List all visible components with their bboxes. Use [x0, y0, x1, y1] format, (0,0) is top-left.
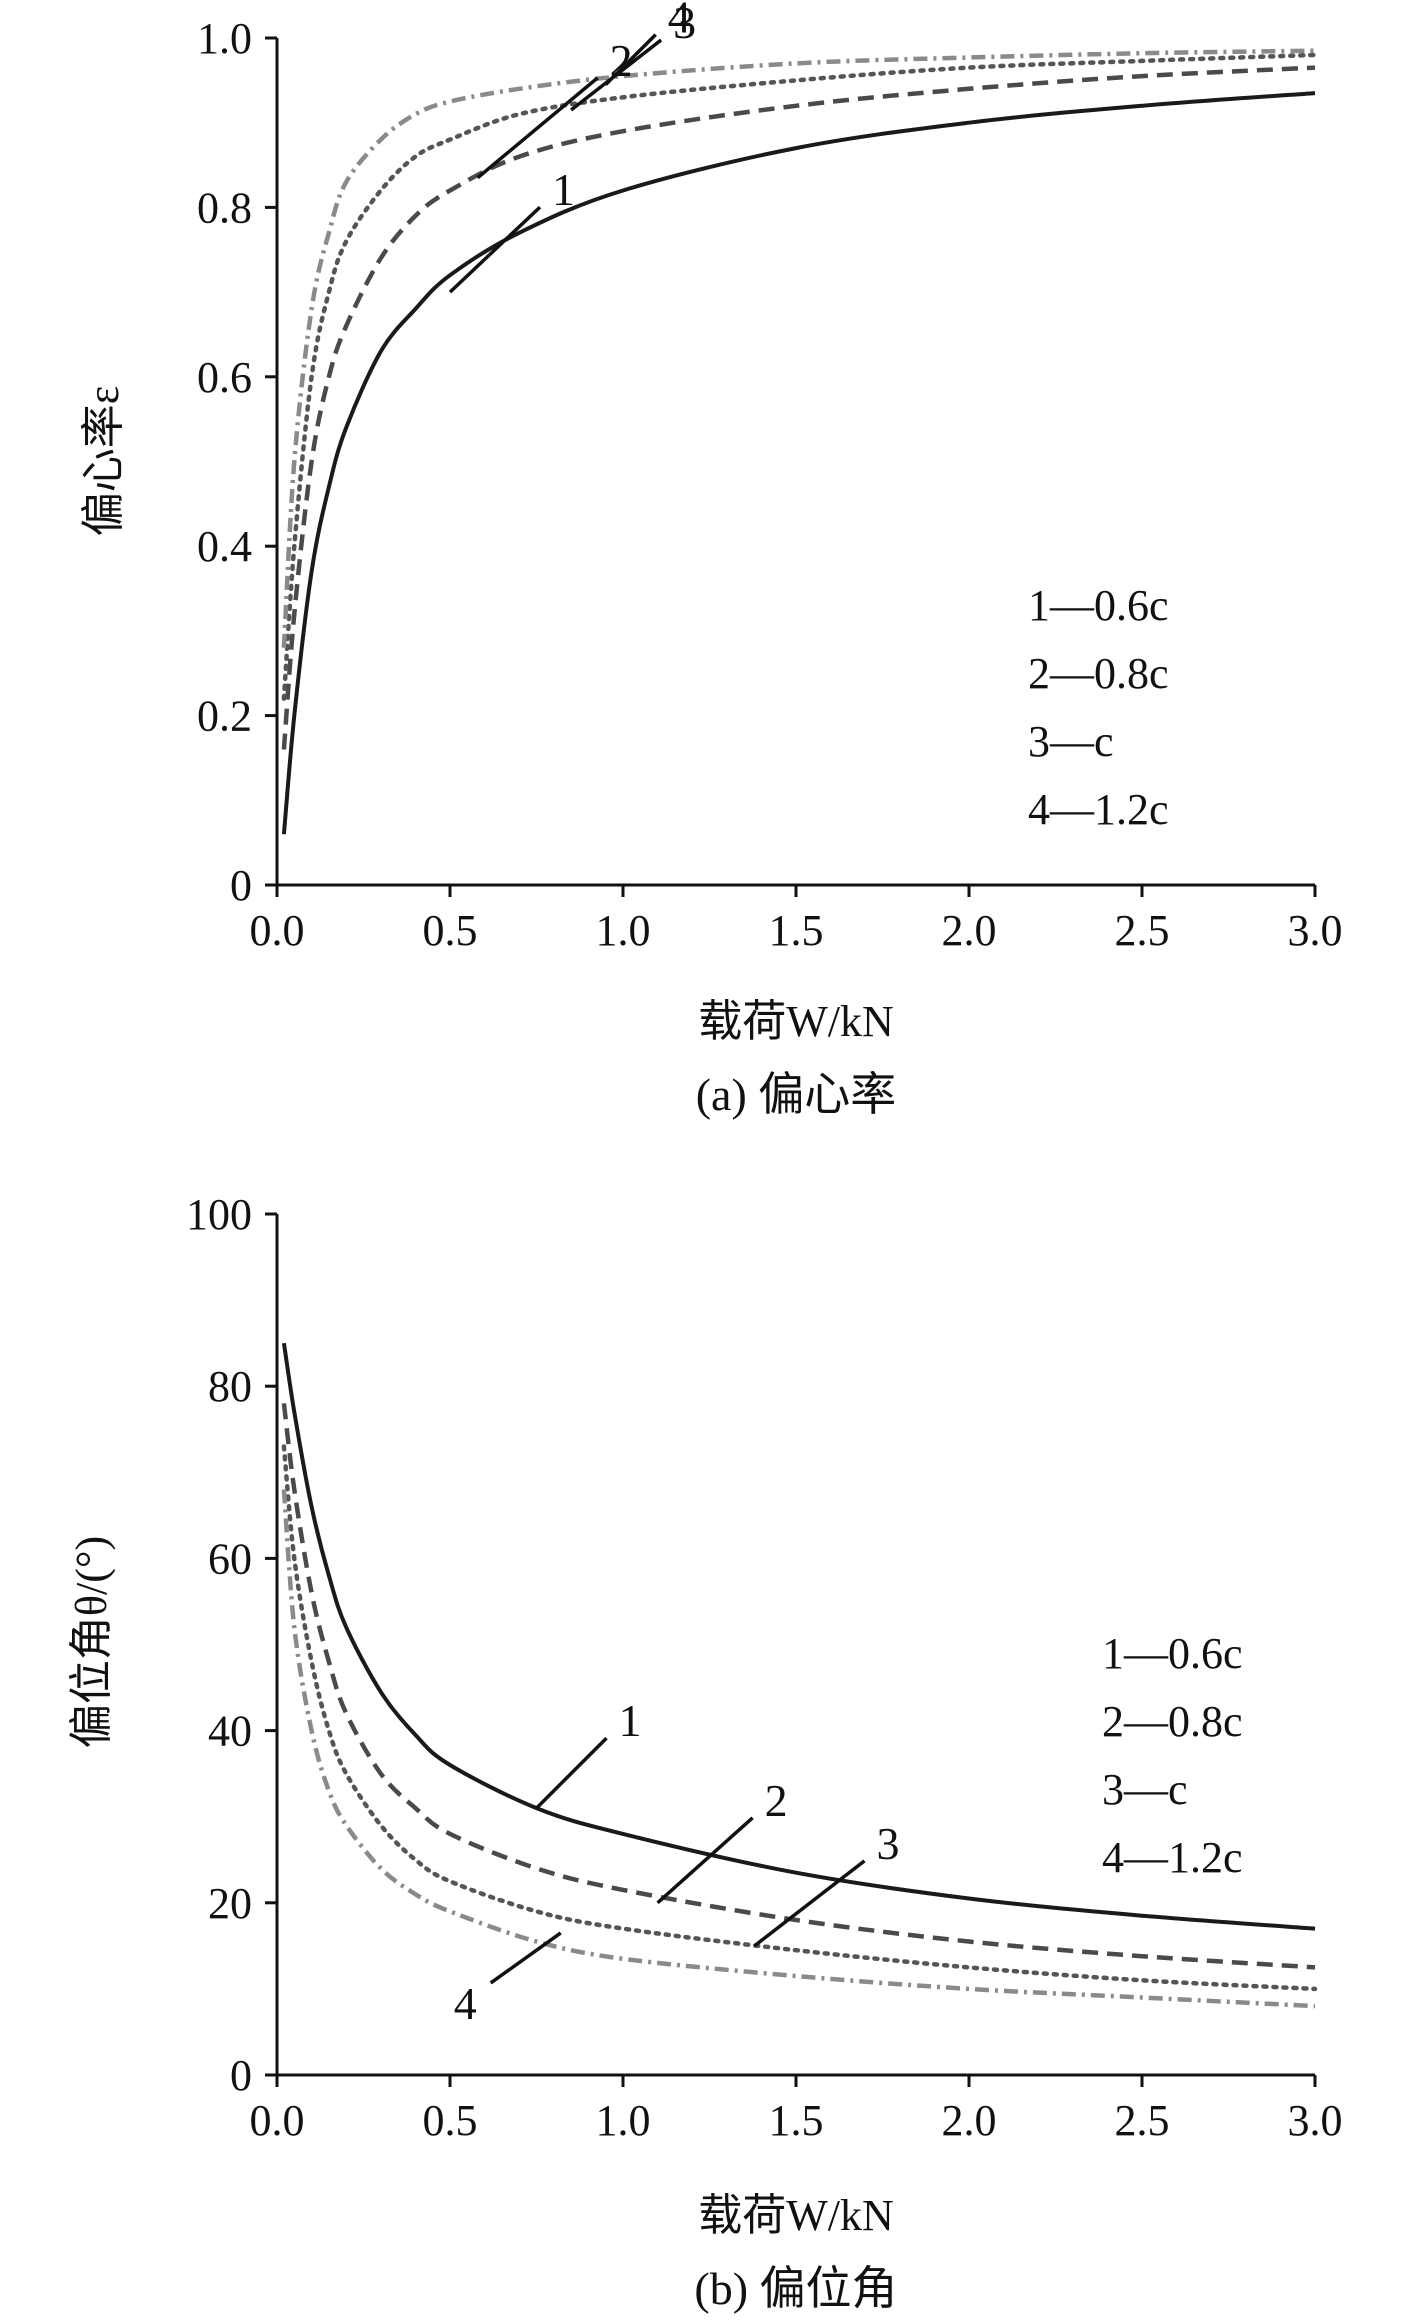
callout-line-b-2: [656, 1816, 754, 1905]
callout-line-b-4: [489, 1931, 562, 1985]
ticks-layer-a: 0.0 0.5 1.0 1.5 2.0 2.5 3.0 0 0.2 0.4 0.6 0.8 1.0: [197, 14, 1343, 955]
legend-entry-b-1: 1—0.6c: [1102, 1629, 1243, 1678]
legend-entry-a-4: 4—1.2c: [1028, 785, 1169, 834]
x-axis-label-b: 载荷W/kN: [698, 2191, 894, 2240]
y-tick-label-a-0: 0: [230, 861, 252, 910]
x-axis-label-a: 载荷W/kN: [698, 997, 894, 1046]
x-tick-label-a-6: 3.0: [1288, 906, 1343, 955]
legend-entry-a-2: 2—0.8c: [1028, 649, 1169, 698]
series-line-b-1: [281, 1342, 1316, 1931]
callout-line-a-4: [604, 33, 657, 86]
callout-label-b-1: 1: [619, 1695, 642, 1746]
series-line-b-3: [281, 1444, 1318, 1992]
series-line-a-3: [281, 52, 1318, 701]
y-tick-label-a-1: 0.2: [197, 692, 252, 741]
y-axis-label-b: 偏位角θ/(°): [67, 1536, 116, 1748]
x-tick-label-a-1: 0.5: [423, 906, 478, 955]
legend-entry-a-1: 1—0.6c: [1028, 581, 1169, 630]
callout-line-a-2: [476, 76, 599, 180]
chart-panel-b: 0.0 0.5 1.0 1.5 2.0 2.5 3.0 0 20 40 60 80 100 1 2 3 4 载…: [67, 1190, 1343, 2314]
callout-label-b-3: 3: [876, 1818, 899, 1869]
x-tick-label-b-4: 2.0: [942, 2096, 997, 2145]
y-tick-label-b-0: 0: [230, 2051, 252, 2100]
x-tick-label-a-3: 1.5: [769, 906, 824, 955]
caption-a: (a) 偏心率: [696, 1069, 897, 1120]
legend-entry-a-3: 3—c: [1028, 717, 1114, 766]
y-tick-label-a-4: 0.8: [197, 183, 252, 232]
y-tick-label-b-4: 80: [208, 1362, 252, 1411]
x-tick-label-a-2: 1.0: [596, 906, 651, 955]
y-tick-label-b-3: 60: [208, 1534, 252, 1583]
callout-line-a-1: [448, 205, 542, 294]
x-tick-label-b-2: 1.0: [596, 2096, 651, 2145]
x-tick-label-b-3: 1.5: [769, 2096, 824, 2145]
callout-label-a-1: 1: [552, 164, 575, 215]
y-tick-label-a-3: 0.6: [197, 353, 252, 402]
x-tick-label-a-4: 2.0: [942, 906, 997, 955]
callout-label-b-4: 4: [454, 1978, 477, 2029]
x-tick-label-b-5: 2.5: [1115, 2096, 1170, 2145]
series-layer-b: [281, 1342, 1318, 2009]
legend-entry-b-2: 2—0.8c: [1102, 1697, 1243, 1746]
callout-line-b-3: [753, 1859, 866, 1948]
series-line-b-4: [281, 1489, 1316, 2009]
y-axis-label-a: 偏心率ε: [79, 386, 128, 536]
legend-entry-b-3: 3—c: [1102, 1765, 1188, 1814]
y-tick-label-b-5: 100: [186, 1190, 252, 1239]
y-tick-label-a-5: 1.0: [197, 14, 252, 63]
y-tick-label-b-1: 20: [208, 1879, 252, 1928]
x-tick-label-b-1: 0.5: [423, 2096, 478, 2145]
callout-line-b-1: [535, 1736, 608, 1810]
callout-label-a-4: 4: [668, 0, 691, 43]
x-tick-label-b-0: 0.0: [250, 2096, 305, 2145]
x-tick-label-a-5: 2.5: [1115, 906, 1170, 955]
callout-label-a-3: 3: [673, 0, 696, 48]
y-tick-label-b-2: 40: [208, 1707, 252, 1756]
x-tick-label-a-0: 0.0: [250, 906, 305, 955]
ticks-layer-b: 0.0 0.5 1.0 1.5 2.0 2.5 3.0 0 20 40 60 80 100: [186, 1190, 1343, 2145]
series-layer-a: [281, 48, 1318, 835]
series-line-a-1: [281, 91, 1316, 835]
callout-label-b-2: 2: [765, 1775, 788, 1826]
y-tick-label-a-2: 0.4: [197, 522, 252, 571]
x-tick-label-b-6: 3.0: [1288, 2096, 1343, 2145]
callout-layer-b: 1 2 3 4: [454, 1695, 900, 2029]
series-line-b-2: [281, 1403, 1316, 1970]
caption-b: (b) 偏位角: [694, 2263, 897, 2314]
series-line-a-2: [281, 65, 1316, 750]
series-line-a-4: [281, 48, 1316, 648]
chart-panel-a: 0.0 0.5 1.0 1.5 2.0 2.5 3.000.20.40.60.81.0 12…: [79, 0, 1343, 1120]
legend-entry-b-4: 4—1.2c: [1102, 1833, 1243, 1882]
